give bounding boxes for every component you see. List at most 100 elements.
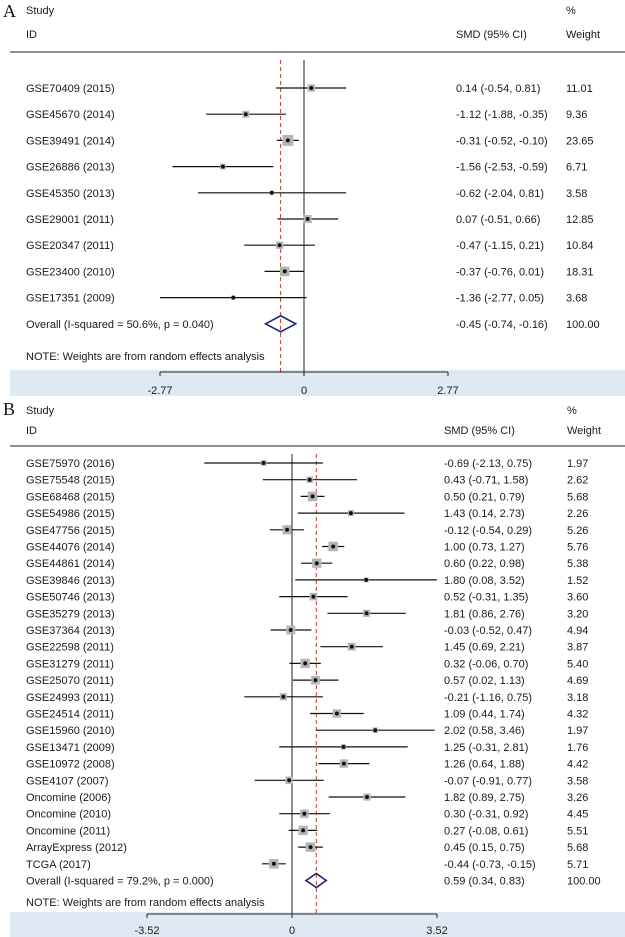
panel-b-study-weight: 3.58 bbox=[567, 775, 588, 787]
panel-a-study-weight: 3.58 bbox=[566, 188, 587, 200]
panel-b-point-estimate bbox=[285, 527, 290, 532]
panel-b-study-label: GSE15960 (2010) bbox=[26, 725, 115, 737]
panel-b-header-pct: % bbox=[567, 405, 577, 417]
panel-b-point-estimate bbox=[341, 744, 346, 749]
panel-b-study-label: GSE75548 (2015) bbox=[26, 475, 115, 487]
panel-b-study-label: GSE31279 (2011) bbox=[26, 658, 114, 670]
panel-b-study-ci: 1.43 (0.14, 2.73) bbox=[444, 508, 525, 520]
panel-b-point-estimate bbox=[313, 678, 318, 683]
panel-a-study-weight: 11.01 bbox=[566, 83, 593, 95]
panel-a-header-pct: % bbox=[566, 5, 576, 17]
panel-a-point-estimate bbox=[269, 190, 274, 195]
panel-b-point-estimate bbox=[302, 811, 307, 816]
panel-b-study-ci: 0.27 (-0.08, 0.61) bbox=[444, 825, 528, 837]
panel-b-point-estimate bbox=[307, 477, 312, 482]
panel-b-study-weight: 3.20 bbox=[567, 608, 588, 620]
panel-b-study-weight: 4.45 bbox=[567, 809, 588, 821]
panel-b-study-ci: -0.69 (-2.13, 0.75) bbox=[444, 458, 532, 470]
panel-b-study-label: GSE25070 (2011) bbox=[26, 675, 114, 687]
panel-b-study-label: GSE24514 (2011) bbox=[26, 709, 114, 721]
panel-b-study-weight: 4.42 bbox=[567, 759, 588, 771]
panel-b-point-estimate bbox=[310, 494, 315, 499]
panel-b-study-label: GSE47756 (2015) bbox=[26, 525, 115, 537]
panel-b-point-estimate bbox=[288, 628, 293, 632]
panel-b-study-weight: 3.87 bbox=[567, 642, 588, 654]
panel-b-point-estimate bbox=[261, 461, 266, 465]
panel-b-study-ci: -0.21 (-1.16, 0.75) bbox=[444, 692, 532, 704]
panel-a-study-weight: 10.84 bbox=[566, 240, 594, 252]
panel-b-header-smd: SMD (95% CI) bbox=[444, 425, 515, 437]
panel-b-study-weight: 3.60 bbox=[567, 592, 588, 604]
panel-b-point-estimate bbox=[287, 778, 292, 783]
panel-a-study-label: GSE23400 (2010) bbox=[26, 266, 115, 278]
panel-b-point-estimate bbox=[341, 761, 346, 766]
panel-b-study-label: GSE35279 (2013) bbox=[26, 608, 115, 620]
panel-a-tick-label: -2.77 bbox=[147, 385, 172, 397]
panel-a-point-estimate bbox=[277, 243, 282, 248]
panel-b-study-weight: 5.76 bbox=[567, 542, 588, 554]
panel-b-study-label: GSE13471 (2009) bbox=[26, 742, 115, 754]
panel-b-study-weight: 5.40 bbox=[567, 658, 588, 670]
panel-b-study-weight: 5.51 bbox=[567, 825, 588, 837]
panel-b-study-label: Oncomine (2010) bbox=[26, 809, 111, 821]
panel-b-study-ci: -0.12 (-0.54, 0.29) bbox=[444, 525, 532, 537]
panel-a-study-label: GSE29001 (2011) bbox=[26, 214, 114, 226]
panel-a-study-ci: -0.37 (-0.76, 0.01) bbox=[456, 266, 544, 278]
panel-a-study-weight: 18.31 bbox=[566, 266, 594, 278]
panel-b-point-estimate bbox=[349, 644, 354, 649]
panel-b-study-label: GSE75970 (2016) bbox=[26, 458, 115, 470]
panel-b-study-weight: 1.76 bbox=[567, 742, 588, 754]
panel-b-study-weight: 4.94 bbox=[567, 625, 588, 637]
panel-b-tick-label: -3.52 bbox=[134, 925, 159, 937]
panel-a-study-ci: -0.62 (-2.04, 0.81) bbox=[456, 188, 544, 200]
panel-b-study-ci: 1.80 (0.08, 3.52) bbox=[444, 575, 525, 587]
panel-a-overall-weight: 100.00 bbox=[566, 319, 600, 331]
panel-b-study-ci: 0.52 (-0.31, 1.35) bbox=[444, 592, 528, 604]
panel-b-point-estimate bbox=[311, 594, 316, 599]
panel-b-header-weight: Weight bbox=[567, 425, 601, 437]
panel-b-study-ci: -0.03 (-0.52, 0.47) bbox=[444, 625, 532, 637]
panel-a-study-ci: -0.31 (-0.52, -0.10) bbox=[456, 135, 548, 147]
panel-b-study-ci: 0.50 (0.21, 0.79) bbox=[444, 491, 525, 503]
panel-b-study-ci: 1.45 (0.69, 2.21) bbox=[444, 642, 525, 654]
panel-b-study-weight: 3.26 bbox=[567, 792, 588, 804]
panel-b-study-weight: 1.97 bbox=[567, 725, 588, 737]
panel-a-study-weight: 6.71 bbox=[566, 162, 587, 174]
panel-b-note: NOTE: Weights are from random effects an… bbox=[26, 897, 265, 909]
panel-a-study-label: GSE26886 (2013) bbox=[26, 162, 115, 174]
panel-a-point-estimate bbox=[309, 86, 314, 90]
panel-a-point-estimate bbox=[285, 138, 290, 143]
panel-a-point-estimate bbox=[282, 269, 287, 274]
panel-b-point-estimate bbox=[334, 711, 339, 716]
panel-a-axis-band bbox=[10, 370, 625, 396]
panel-a-point-estimate bbox=[220, 164, 225, 169]
panel-b-overall-diamond bbox=[304, 872, 328, 889]
panel-b-study-weight: 5.38 bbox=[567, 558, 588, 570]
panel-b-study-label: GSE68468 (2015) bbox=[26, 491, 115, 503]
panel-a-tick-label: 2.77 bbox=[437, 385, 458, 397]
panel-b-point-estimate bbox=[308, 845, 313, 850]
panel-a-point-estimate bbox=[305, 217, 310, 221]
panel-b-study-ci: 0.30 (-0.31, 0.92) bbox=[444, 809, 528, 821]
panel-b-point-estimate bbox=[281, 694, 286, 699]
panel-b-point-estimate bbox=[271, 861, 276, 866]
panel-a-header-id: ID bbox=[26, 29, 37, 41]
panel-b-study-weight: 1.52 bbox=[567, 575, 588, 587]
panel-a-study-ci: -0.47 (-1.15, 0.21) bbox=[456, 240, 544, 252]
panel-b-point-estimate bbox=[364, 577, 369, 582]
panel-b-study-ci: 1.82 (0.89, 2.75) bbox=[444, 792, 525, 804]
panel-b-overall-weight: 100.00 bbox=[567, 876, 601, 888]
panel-a-study-ci: 0.14 (-0.54, 0.81) bbox=[456, 83, 540, 95]
panel-b-study-label: GSE24993 (2011) bbox=[26, 692, 114, 704]
panel-b-study-label: GSE44861 (2014) bbox=[26, 558, 115, 570]
panel-b-study-weight: 5.71 bbox=[567, 859, 588, 871]
panel-b-study-label: GSE10972 (2008) bbox=[26, 759, 115, 771]
panel-a-study-weight: 12.85 bbox=[566, 214, 594, 226]
panel-b-overall-label: Overall (I-squared = 79.2%, p = 0.000) bbox=[26, 876, 214, 888]
panel-b-study-label: Oncomine (2006) bbox=[26, 792, 111, 804]
panel-b-study-label: GSE4107 (2007) bbox=[26, 775, 109, 787]
panel-a-point-estimate bbox=[231, 295, 236, 300]
panel-b-point-estimate bbox=[348, 511, 353, 516]
panel-a-study-label: GSE39491 (2014) bbox=[26, 135, 115, 147]
panel-b-tick-label: 3.52 bbox=[426, 925, 447, 937]
